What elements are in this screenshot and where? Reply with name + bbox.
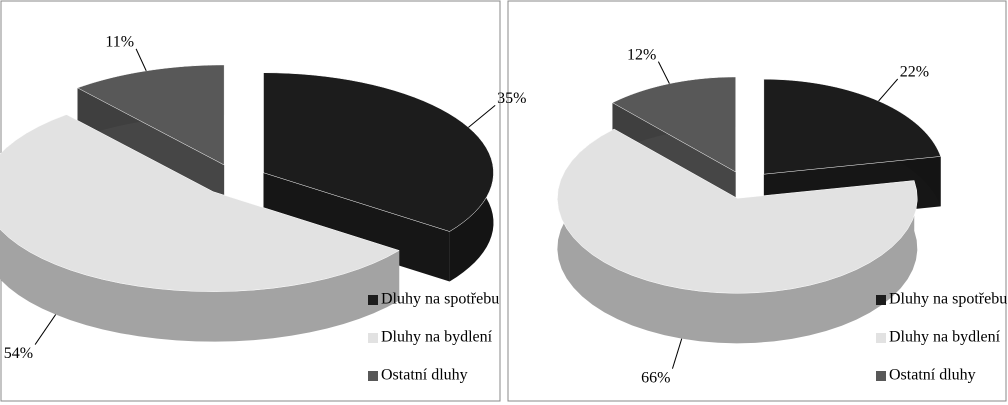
data-label: 35% xyxy=(497,90,526,107)
slice-side xyxy=(0,114,400,342)
leader-line xyxy=(657,61,670,84)
data-label: 66% xyxy=(641,369,670,386)
leader-line xyxy=(135,48,147,72)
data-label: 12% xyxy=(627,46,656,63)
legend-label: Dluhy na spotřebu xyxy=(889,291,1007,308)
legend-label: Dluhy na bydlení xyxy=(381,329,493,346)
leader-line xyxy=(34,314,57,345)
slice-side xyxy=(263,172,450,282)
leader-line xyxy=(671,338,683,369)
slice-side xyxy=(557,129,918,344)
slice xyxy=(76,64,225,166)
legend-label: Ostatní dluhy xyxy=(381,367,468,384)
slice xyxy=(763,78,942,175)
leader-line xyxy=(878,78,899,102)
slice xyxy=(557,128,918,294)
legend-swatch xyxy=(876,295,886,305)
legend-swatch xyxy=(368,333,378,343)
legend-swatch xyxy=(876,333,886,343)
data-label: 22% xyxy=(900,64,929,81)
data-label: 54% xyxy=(4,345,33,362)
slice xyxy=(0,114,400,292)
legend-label: Ostatní dluhy xyxy=(889,367,976,384)
data-label: 11% xyxy=(105,34,134,51)
legend-swatch xyxy=(368,295,378,305)
leader-line xyxy=(468,104,496,128)
legend-swatch xyxy=(876,371,886,381)
legend-label: Dluhy na bydlení xyxy=(889,329,1001,346)
legend-swatch xyxy=(368,371,378,381)
legend-label: Dluhy na spotřebu xyxy=(381,291,499,308)
